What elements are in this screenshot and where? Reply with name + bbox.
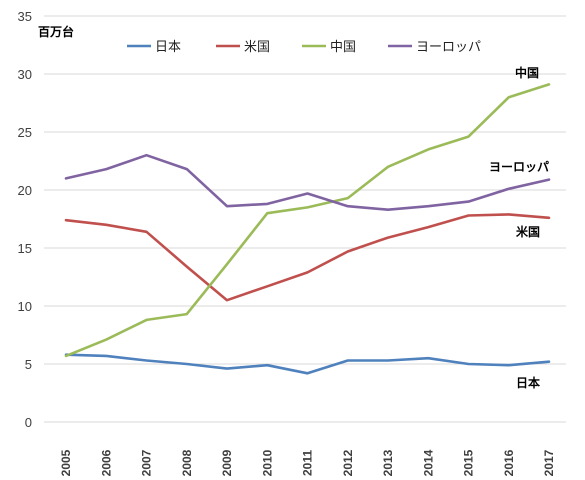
grid-lines [44,15,566,423]
series-end-label: 米国 [516,224,540,239]
x-tick-label: 2016 [502,449,516,476]
series-end-label: 中国 [515,65,539,80]
legend-label: 中国 [330,40,356,55]
legend-label: ヨーロッパ [416,40,481,55]
x-tick-label: 2012 [341,449,355,476]
y-tick-label: 15 [18,241,32,256]
x-tick-label: 2005 [59,449,73,476]
series-end-label: 日本 [516,375,540,390]
x-tick-label: 2014 [421,449,435,476]
y-tick-label: 20 [18,183,32,198]
y-tick-label: 10 [18,299,32,314]
legend-label: 日本 [155,40,181,55]
y-tick-label: 25 [18,125,32,140]
x-tick-label: 2008 [180,449,194,476]
y-axis-ticks: 0 5 10 15 20 25 30 35 [18,9,32,430]
x-tick-label: 2009 [220,449,234,476]
series-line-3 [64,153,551,211]
series-line-1 [64,213,551,302]
legend: 日本 米国 中国 ヨーロッパ [127,40,481,55]
y-tick-label: 30 [18,67,32,82]
x-tick-label: 2017 [542,449,556,476]
x-axis-ticks: 2005 2006 2007 2008 2009 2010 2011 2012 2013 2014… [59,449,556,476]
series-lines [64,83,551,375]
y-tick-label: 5 [25,357,32,372]
x-tick-label: 2010 [260,449,274,476]
y-tick-label: 0 [25,415,32,430]
legend-label: 米国 [244,40,270,55]
y-axis-unit-label: 百万台 [38,24,74,39]
series-line-2 [64,83,551,358]
y-tick-label: 35 [18,9,32,24]
x-tick-label: 2013 [381,449,395,476]
x-tick-label: 2006 [99,449,113,476]
x-tick-label: 2015 [462,449,476,476]
x-tick-label: 2011 [301,450,315,476]
series-end-label: ヨーロッパ [489,160,549,174]
x-tick-label: 2007 [140,449,154,476]
